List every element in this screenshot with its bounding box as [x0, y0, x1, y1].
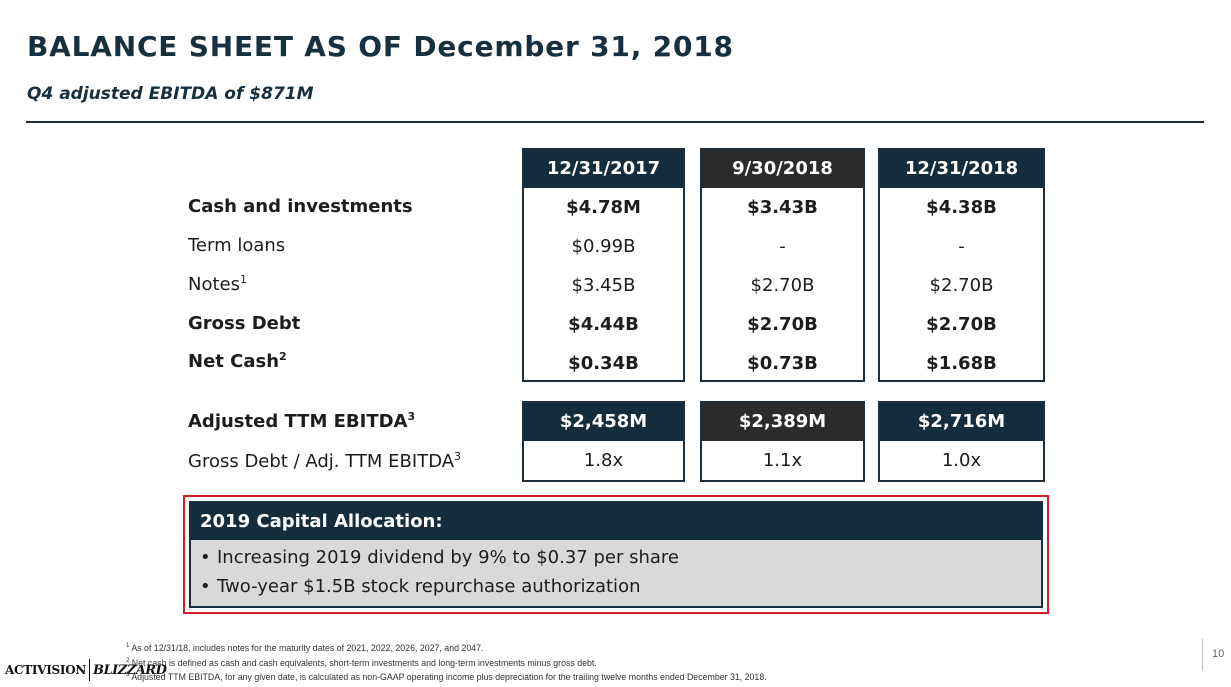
capital-allocation-panel: 2019 Capital Allocation: • Increasing 201…: [189, 501, 1043, 608]
table-cell: $2.70B: [926, 314, 997, 335]
ratio-value: 1.0x: [941, 450, 982, 471]
table-cell: $1.68B: [926, 353, 997, 374]
table-cell: $2.70B: [929, 275, 994, 296]
footnote-ref: 1: [240, 273, 247, 286]
table-cell: $4.44B: [568, 314, 639, 335]
footnote: 2 Net cash is defined as cash and cash e…: [126, 657, 597, 668]
table-cell: $0.73B: [747, 353, 818, 374]
page-number: 10: [1212, 648, 1225, 660]
page-number-divider: [1202, 639, 1203, 671]
row-label-term-loans: Term loans: [188, 235, 286, 256]
bullet-icon: •: [200, 576, 211, 597]
ebitda-column-9-30-2018: $2,389M 1.1x: [700, 401, 865, 482]
ebitda-column-12-31-2017: $2,458M 1.8x: [522, 401, 685, 482]
ebitda-value: $2,458M: [524, 403, 683, 441]
bullet-icon: •: [200, 547, 211, 568]
table-cell: $0.99B: [571, 236, 636, 257]
table-cell: $0.34B: [568, 353, 639, 374]
row-label-debt-ebitda-ratio: Gross Debt / Adj. TTM EBITDA3: [188, 450, 462, 472]
table-cell: $4.38B: [926, 197, 997, 218]
row-label-adjusted-ebitda: Adjusted TTM EBITDA3: [188, 410, 416, 432]
footnote: 3 Adjusted TTM EBITDA, for any given dat…: [126, 672, 767, 682]
activision-wordmark: ACTIVISION: [5, 663, 87, 677]
row-label-gross-debt: Gross Debt: [188, 313, 301, 334]
ebitda-column-12-31-2018: $2,716M 1.0x: [878, 401, 1045, 482]
footnotes: 1 As of 12/31/18, includes notes for the…: [126, 641, 767, 685]
capital-allocation-heading: 2019 Capital Allocation:: [191, 503, 1041, 540]
column-header: 9/30/2018: [702, 150, 863, 188]
column-9-30-2018: 9/30/2018 $3.43B - $2.70B $2.70B $0.73B: [700, 148, 865, 382]
column-header: 12/31/2018: [880, 150, 1043, 188]
column-header: 12/31/2017: [524, 150, 683, 188]
table-cell: -: [958, 236, 965, 257]
footnote-ref: 3: [407, 410, 416, 423]
ebitda-value: $2,389M: [702, 403, 863, 441]
title-divider: [26, 121, 1204, 123]
table-cell: $2.70B: [747, 314, 818, 335]
activision-blizzard-logo: ACTIVISION BLIZZARD: [5, 658, 167, 682]
footnote-ref: 2: [279, 350, 287, 363]
table-cell: $4.78M: [566, 197, 641, 218]
table-cell: -: [779, 236, 786, 257]
blizzard-wordmark: BLIZZARD: [93, 662, 167, 678]
table-cell: $2.70B: [750, 275, 815, 296]
ratio-value: 1.1x: [762, 450, 803, 471]
list-item: • Increasing 2019 dividend by 9% to $0.37…: [191, 543, 1041, 572]
table-cell: $3.43B: [747, 197, 818, 218]
logo-divider: [89, 659, 91, 681]
ratio-value: 1.8x: [583, 450, 624, 471]
row-label-notes: Notes1: [188, 273, 247, 295]
list-item: • Two-year $1.5B stock repurchase authori…: [191, 572, 1041, 601]
column-12-31-2018: 12/31/2018 $4.38B - $2.70B $2.70B $1.68B: [878, 148, 1045, 382]
table-cell: $3.45B: [571, 275, 636, 296]
row-label-net-cash: Net Cash2: [188, 350, 287, 372]
page-subtitle: Q4 adjusted EBITDA of $871M: [27, 84, 314, 104]
ebitda-value: $2,716M: [880, 403, 1043, 441]
capital-allocation-highlight: 2019 Capital Allocation: • Increasing 201…: [183, 495, 1049, 614]
column-12-31-2017: 12/31/2017 $4.78M $0.99B $3.45B $4.44B $…: [522, 148, 685, 382]
footnote-ref: 3: [454, 450, 462, 463]
page-title: BALANCE SHEET AS OF December 31, 2018: [27, 30, 734, 63]
footnote: 1 As of 12/31/18, includes notes for the…: [126, 643, 484, 653]
row-label-cash: Cash and investments: [188, 196, 413, 217]
